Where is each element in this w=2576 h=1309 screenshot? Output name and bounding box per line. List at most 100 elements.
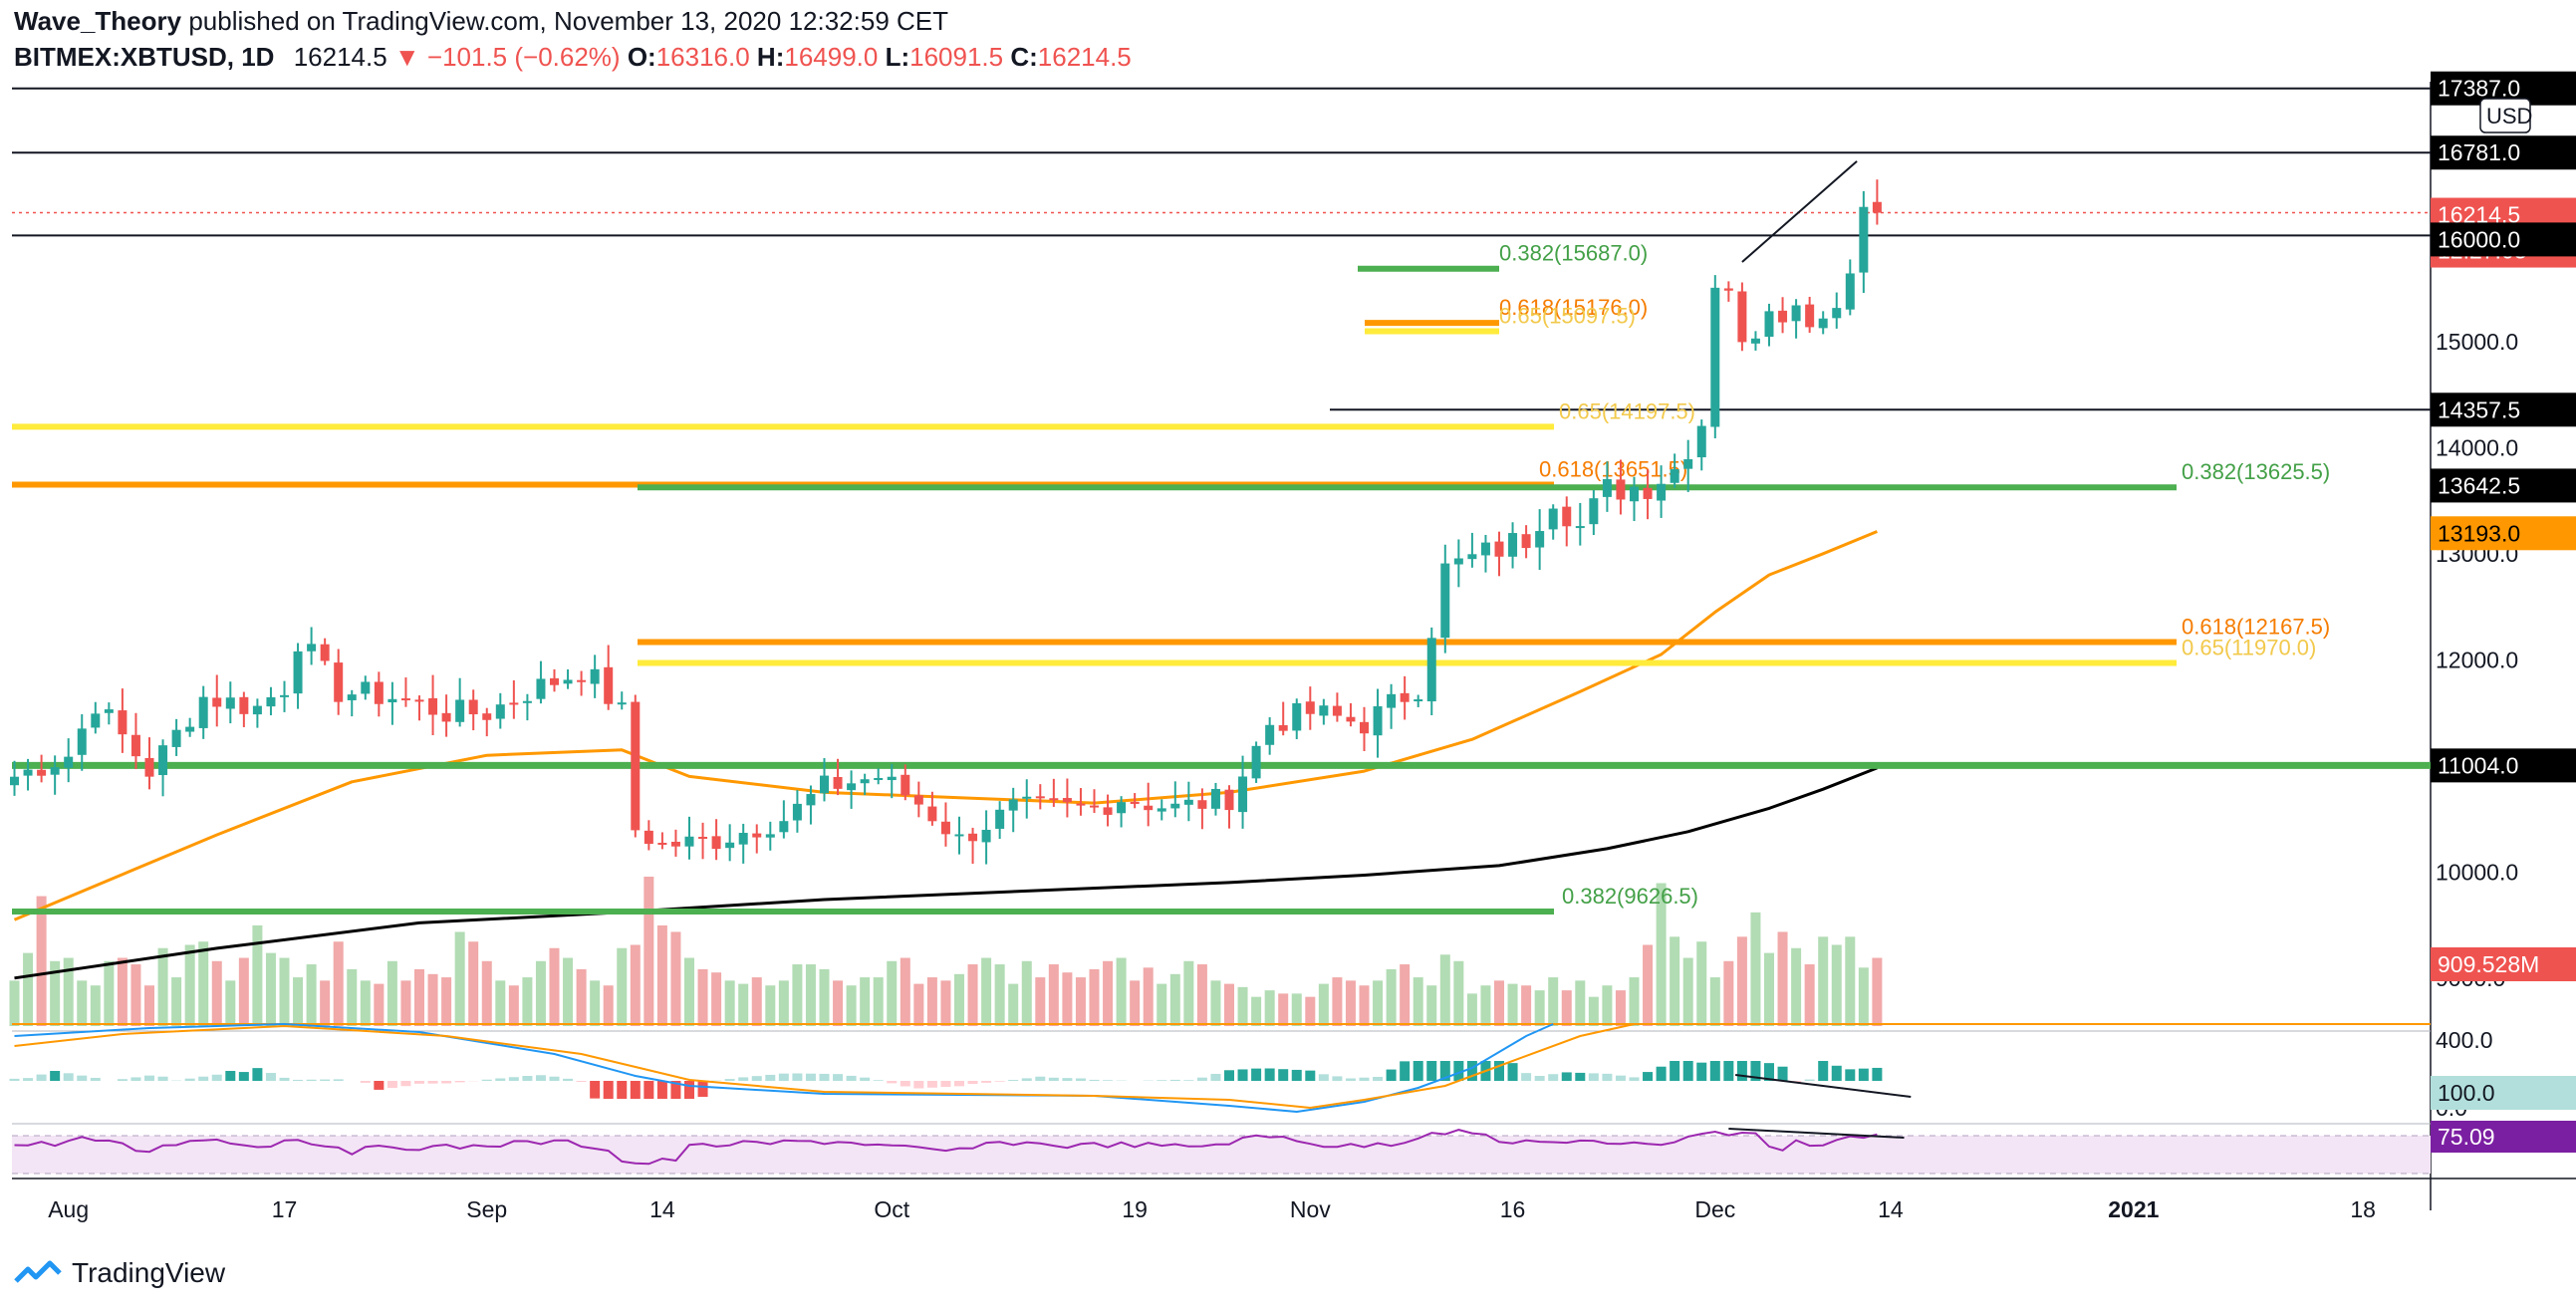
macd-histogram-bar	[374, 1081, 385, 1090]
macd-histogram-bar	[1169, 1079, 1180, 1081]
tradingview-logo-icon	[14, 1260, 62, 1283]
candle-body	[1035, 796, 1045, 799]
candle-body	[1791, 305, 1801, 322]
volume-bar	[36, 896, 47, 1026]
volume-bar	[1723, 960, 1734, 1026]
high-value: 16499.0	[784, 42, 879, 72]
volume-bar	[90, 985, 101, 1026]
moving-average-50-line	[13, 530, 1878, 921]
macd-histogram-bar	[913, 1081, 924, 1089]
candle-body	[509, 702, 519, 705]
macd-histogram-bar	[1629, 1077, 1640, 1081]
candle-body	[1170, 803, 1180, 809]
candle-body	[684, 836, 694, 847]
volume-bar	[225, 980, 236, 1026]
candle-body	[1157, 808, 1166, 812]
candle-body	[280, 694, 289, 697]
volume-bar	[940, 980, 951, 1026]
volume-bar	[1507, 983, 1518, 1026]
volume-bar	[1021, 960, 1032, 1026]
macd-tag-bg	[2431, 1076, 2576, 1110]
macd-histogram-bar	[1062, 1078, 1073, 1081]
candle-body	[779, 821, 789, 833]
rsi-divergence-line	[1728, 1128, 1905, 1139]
macd-histogram-bar	[967, 1081, 978, 1085]
price-tag-label: 14357.5	[2438, 396, 2520, 422]
volume-bar	[751, 977, 762, 1026]
macd-histogram-bar	[1643, 1072, 1654, 1081]
volume-bar	[1656, 883, 1667, 1026]
macd-histogram-bar	[522, 1076, 533, 1081]
price-tick-label: 12000.0	[2436, 647, 2518, 672]
volume-bar	[1318, 983, 1329, 1026]
macd-histogram-bar	[994, 1081, 1005, 1082]
macd-histogram-bar	[400, 1081, 411, 1087]
macd-histogram-bar	[1157, 1080, 1167, 1081]
candle-body	[617, 702, 627, 705]
volume-bar	[792, 964, 803, 1026]
candle-body	[374, 681, 384, 704]
volume-bar	[374, 983, 385, 1026]
volume-bar	[738, 983, 749, 1026]
macd-histogram-bar	[441, 1081, 452, 1084]
volume-bar	[1575, 980, 1586, 1026]
macd-histogram-bar	[1345, 1078, 1356, 1081]
candle-body	[995, 809, 1005, 829]
symbol-name[interactable]: BITMEX:XBTUSD, 1D	[14, 42, 275, 72]
candle-body	[1723, 288, 1733, 291]
macd-histogram-bar	[1305, 1070, 1316, 1081]
volume-bar	[1764, 952, 1774, 1026]
volume-bar	[1183, 960, 1194, 1026]
volume-bar	[1062, 972, 1073, 1026]
candle-body	[1643, 487, 1653, 499]
published-text: published on TradingView.com, November 1…	[188, 6, 949, 36]
candle-body	[1630, 486, 1639, 502]
candle-body	[711, 836, 721, 850]
volume-bar	[360, 980, 371, 1026]
candle-body	[1696, 425, 1706, 458]
volume-bar	[900, 957, 910, 1026]
candle-body	[765, 834, 775, 838]
macd-histogram-bar	[1439, 1061, 1450, 1081]
candle-body	[414, 699, 424, 702]
candle-body	[698, 837, 708, 840]
macd-histogram-bar	[360, 1081, 371, 1083]
macd-histogram-bar	[873, 1080, 884, 1081]
candle-body	[468, 699, 478, 715]
macd-histogram-bar	[130, 1077, 141, 1081]
volume-bar	[265, 952, 276, 1026]
macd-histogram-bar	[1332, 1076, 1343, 1081]
macd-histogram-bar	[238, 1072, 249, 1081]
candle-body	[212, 697, 222, 707]
candle-body	[1130, 801, 1140, 804]
currency-label: USD	[2486, 104, 2532, 129]
volume-bar	[23, 952, 34, 1026]
price-tick-label: 15000.0	[2436, 329, 2518, 355]
candle-body	[550, 677, 559, 685]
time-tick-label: 2021	[2108, 1196, 2159, 1222]
candle-body	[441, 712, 451, 722]
volume-bar	[117, 957, 128, 1026]
macd-histogram-bar	[590, 1081, 601, 1099]
volume-bar	[1818, 936, 1829, 1026]
candle-body	[50, 767, 60, 775]
tradingview-logo[interactable]: TradingView	[14, 1257, 225, 1289]
publisher-name[interactable]: Wave_Theory	[14, 6, 182, 36]
volume-bar	[1305, 996, 1316, 1026]
macd-histogram-bar	[1670, 1061, 1680, 1081]
candle-body	[738, 833, 748, 845]
macd-histogram-bar	[926, 1081, 937, 1088]
macd-histogram-bar	[724, 1079, 735, 1081]
candle-body	[1062, 798, 1072, 803]
last-price: 16214.5	[293, 42, 387, 72]
price-tag-bg	[2431, 468, 2576, 503]
time-tick-label: 18	[2350, 1196, 2376, 1222]
volume-bar	[1548, 977, 1559, 1026]
candle-body	[1750, 338, 1760, 344]
macd-histogram-bar	[1075, 1078, 1086, 1081]
candle-body	[1022, 796, 1032, 799]
candle-body	[1103, 807, 1113, 815]
macd-histogram-bar	[697, 1081, 708, 1097]
volume-bar	[617, 947, 628, 1026]
